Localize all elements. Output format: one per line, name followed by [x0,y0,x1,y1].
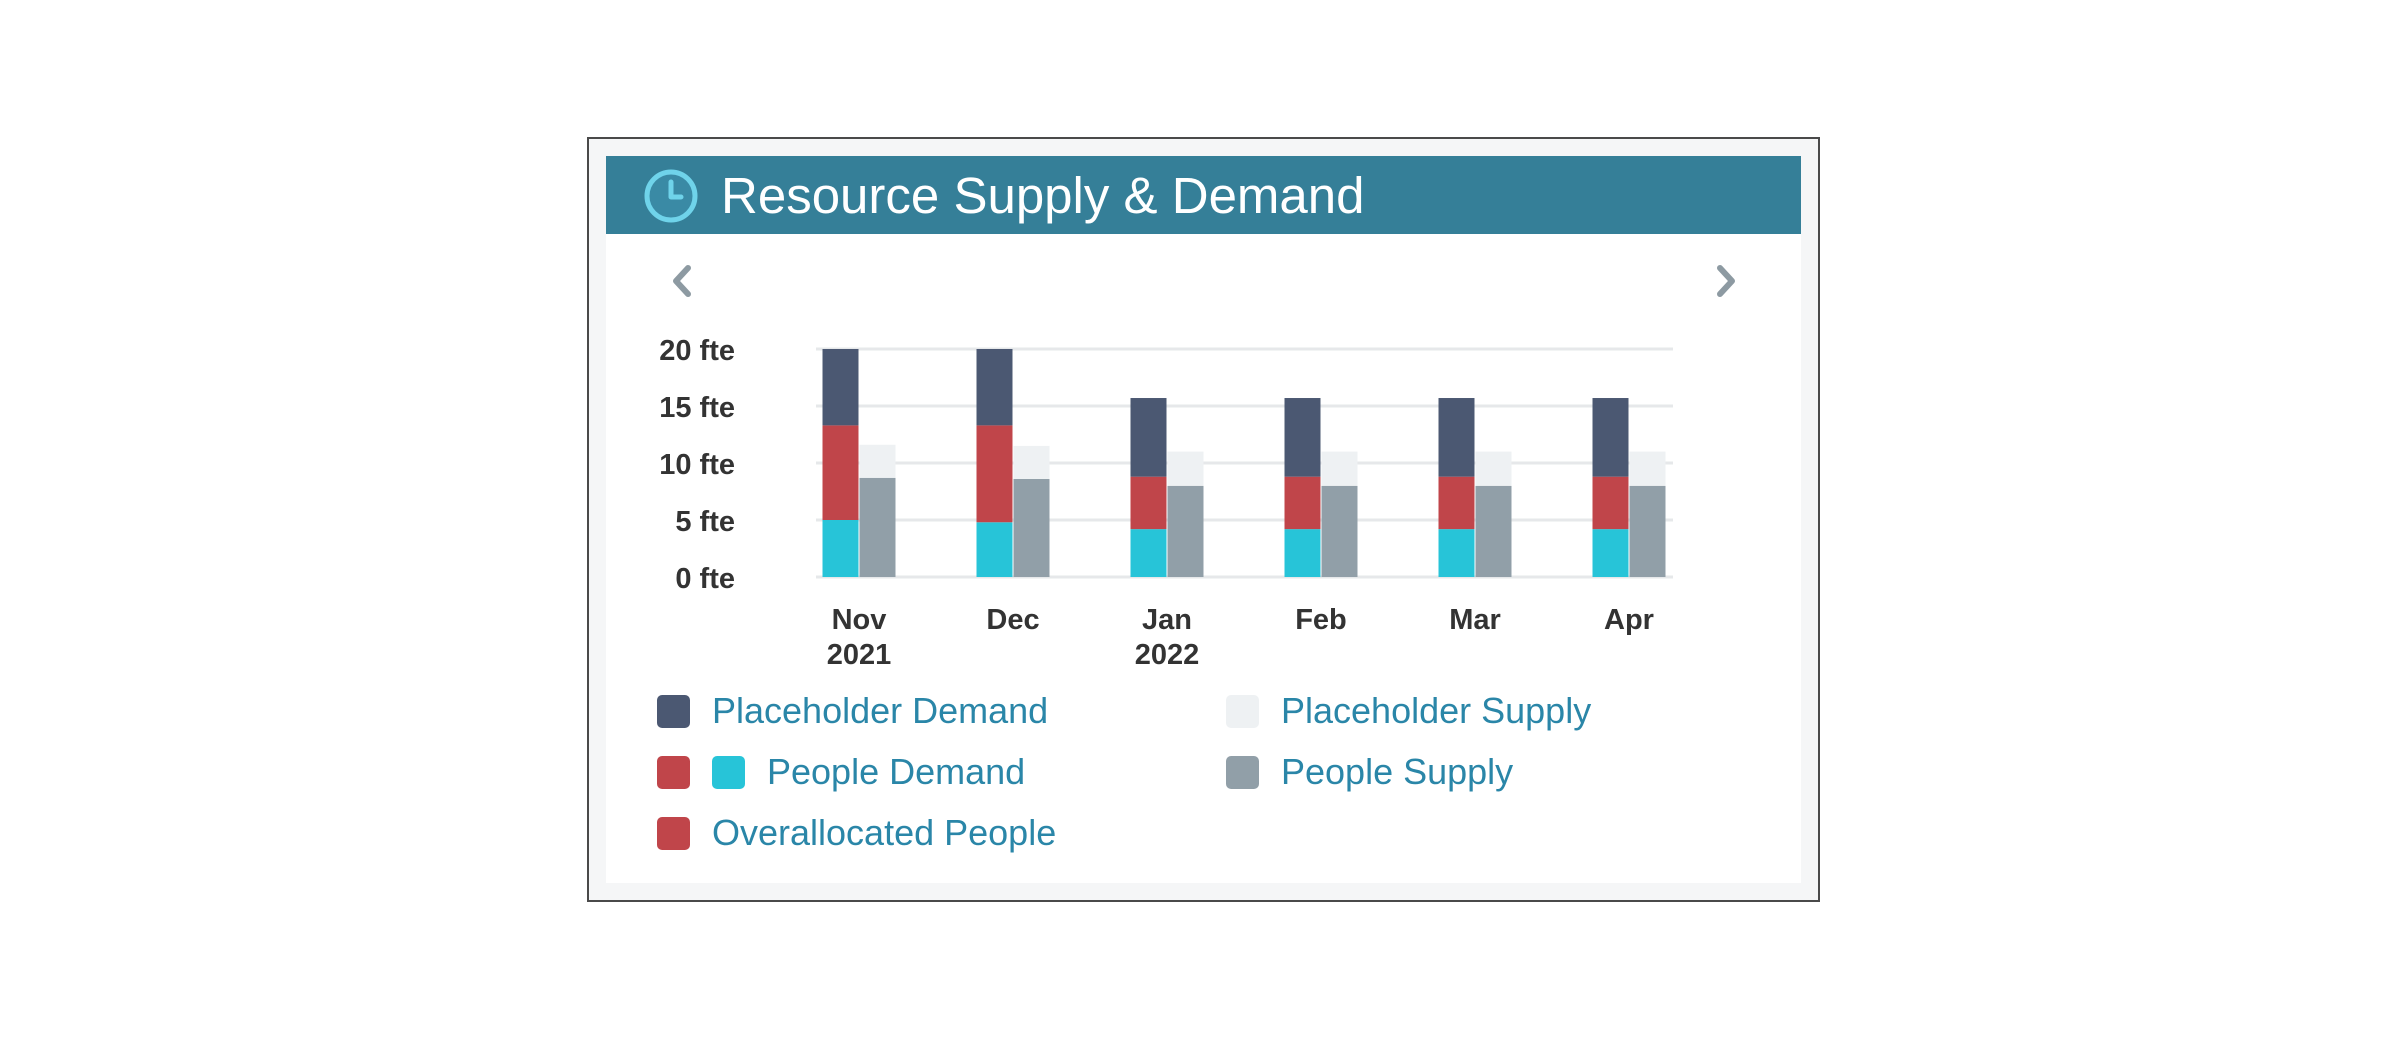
y-tick-label: 15 fte [659,392,735,424]
people-demand-red-swatch [657,755,690,789]
supply-demand-widget: Resource Supply & Demand 0 fte 5 fte 10 ft… [606,156,1801,883]
legend-people-demand[interactable]: People Demand [657,750,1025,794]
placeholder-supply-bar [1475,451,1512,486]
legend-placeholder-supply[interactable]: Placeholder Supply [1226,689,1591,733]
legend-label: Placeholder Supply [1281,690,1592,731]
x-tick-label: Feb [1295,604,1347,636]
x-tick-label: Apr [1604,604,1654,636]
placeholder-demand-bar [1130,398,1167,477]
legend-people-supply[interactable]: People Supply [1226,750,1513,794]
placeholder-demand-bar [1438,398,1475,477]
people-demand-bar [1592,529,1629,577]
x-tick-label: Mar [1449,604,1501,636]
overallocated-people-bar [822,425,859,520]
people-supply-bar [859,477,896,577]
legend-label: Overallocated People [712,812,1057,853]
people-supply-bar [1629,485,1666,577]
y-tick-label: 20 fte [659,335,735,367]
previous-period-button[interactable] [661,256,705,306]
placeholder-demand-swatch [657,694,690,728]
people-supply-bar [1013,478,1050,577]
placeholder-supply-bar [1167,451,1204,486]
legend-label: Placeholder Demand [712,690,1049,731]
x-tick-label: Dec [986,604,1039,636]
people-supply-bar [1167,485,1204,577]
overallocated-people-bar [976,425,1013,523]
people-demand-bar [976,522,1013,577]
x-tick-label: Jan [1142,604,1192,636]
y-tick-label: 10 fte [659,449,735,481]
legend-label: People Demand [767,751,1026,792]
people-demand-bar [1130,529,1167,577]
x-tick-year-label: 2021 [827,639,892,671]
placeholder-demand-bar [1592,398,1629,477]
placeholder-demand-bar [822,349,859,426]
people-demand-cyan-swatch [712,755,745,789]
placeholder-demand-bar [976,349,1013,426]
overallocated-people-bar [1592,476,1629,530]
placeholder-supply-bar [859,444,896,478]
people-supply-swatch [1226,755,1259,789]
people-supply-bar [1475,485,1512,577]
people-demand-bar [822,520,859,577]
overallocated-people-swatch [657,816,690,850]
next-period-button[interactable] [1703,256,1747,306]
people-demand-bar [1438,529,1475,577]
x-tick-label: Nov [832,604,887,636]
overallocated-people-bar [1130,476,1167,530]
placeholder-supply-bar [1629,451,1666,486]
y-tick-label: 0 fte [675,563,735,595]
overallocated-people-bar [1284,476,1321,530]
widget-title: Resource Supply & Demand [721,167,1365,224]
placeholder-demand-bar [1284,398,1321,477]
overallocated-people-bar [1438,476,1475,530]
people-demand-bar [1284,529,1321,577]
people-supply-bar [1321,485,1358,577]
chevron-right-icon [1717,265,1735,297]
widget-header: Resource Supply & Demand [606,156,1801,234]
legend-placeholder-demand[interactable]: Placeholder Demand [657,689,1048,733]
placeholder-supply-bar [1321,451,1358,486]
clock-icon [644,169,698,223]
legend-label: People Supply [1281,751,1514,792]
y-tick-label: 5 fte [675,506,735,538]
placeholder-supply-bar [1013,445,1050,479]
placeholder-supply-swatch [1226,694,1259,728]
x-tick-year-label: 2022 [1135,639,1200,671]
widget-frame: Resource Supply & Demand 0 fte 5 fte 10 ft… [587,137,1820,902]
chevron-left-icon [673,265,691,297]
legend-overallocated-people[interactable]: Overallocated People [657,811,1056,855]
